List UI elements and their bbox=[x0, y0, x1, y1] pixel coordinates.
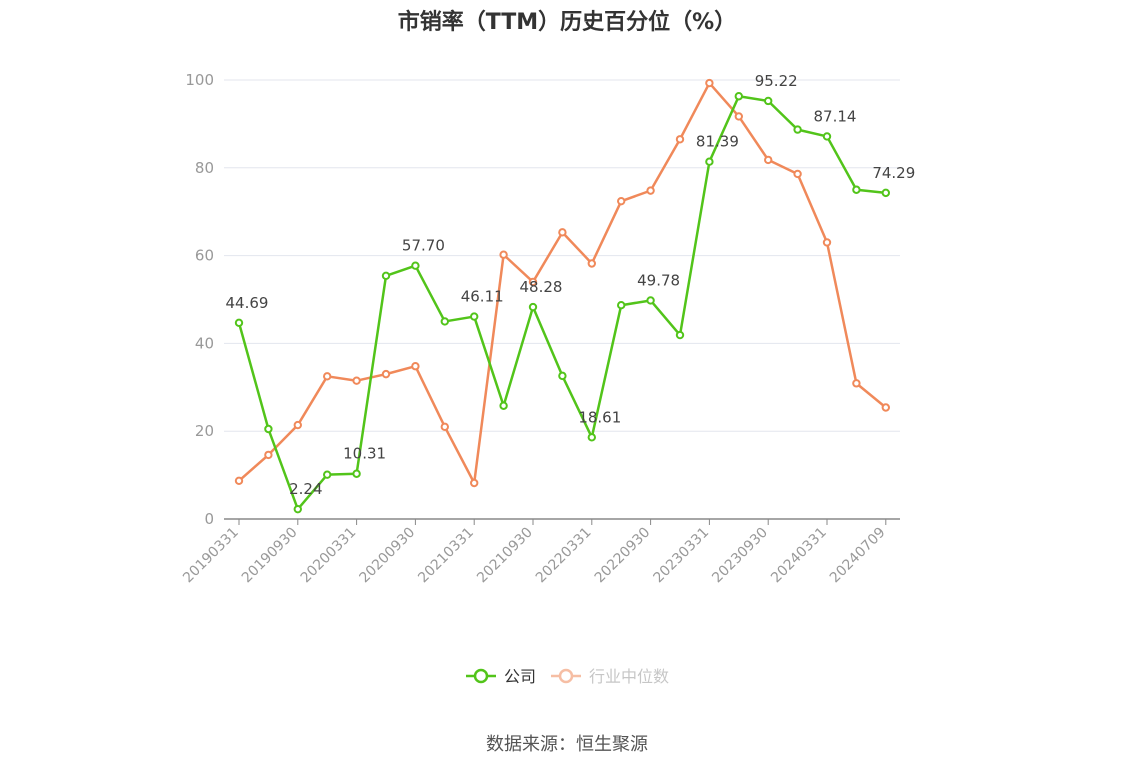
industry-median-point bbox=[499, 250, 508, 259]
company-point bbox=[646, 296, 655, 305]
industry-median-point bbox=[881, 403, 890, 412]
data-label: 18.61 bbox=[578, 408, 621, 426]
industry-median-point bbox=[822, 238, 832, 247]
label-layer: 44.69 2.24 10.31 57.70 46.11 48.28 18.61 49.78 8… bbox=[226, 72, 916, 498]
data-label: 46.11 bbox=[461, 288, 504, 306]
data-label: 74.29 bbox=[872, 164, 915, 182]
company-point bbox=[440, 317, 449, 326]
company-point bbox=[587, 433, 596, 442]
company-point bbox=[617, 301, 626, 310]
x-tick-label: 20220331 bbox=[533, 525, 595, 587]
x-tick-label: 20240331 bbox=[768, 525, 830, 587]
industry-median-point bbox=[734, 112, 743, 121]
industry-median-point bbox=[440, 422, 449, 432]
industry-median-point bbox=[587, 259, 596, 268]
company-point bbox=[528, 302, 538, 312]
legend-marker bbox=[473, 668, 489, 684]
y-tick-label: 80 bbox=[195, 159, 214, 177]
legend-item-company[interactable]: 公司 bbox=[466, 667, 536, 686]
x-tick-label: 20210930 bbox=[474, 525, 536, 587]
data-label: 48.28 bbox=[520, 278, 563, 296]
x-tick-label: 20220930 bbox=[592, 525, 654, 587]
industry-median-point bbox=[528, 277, 538, 287]
company-point bbox=[822, 132, 832, 141]
x-tick-label: 20210331 bbox=[415, 525, 477, 587]
company-line bbox=[237, 94, 886, 511]
grid-layer bbox=[224, 79, 900, 432]
company-point bbox=[352, 469, 361, 478]
x-tick-label: 20230331 bbox=[651, 525, 713, 587]
company-point bbox=[470, 312, 479, 321]
company-point bbox=[793, 125, 802, 134]
y-tick-label: 20 bbox=[195, 422, 214, 440]
industry-median-point bbox=[646, 186, 655, 195]
axis-layer: 0 20 40 60 80 100 2019033120190930202003312020… bbox=[180, 71, 900, 586]
x-tick-label: 20240709 bbox=[827, 525, 889, 587]
x-tick-label: 20200331 bbox=[298, 525, 360, 587]
legend-item-industry-median[interactable]: 行业中位数 bbox=[551, 667, 669, 686]
industry-median-point bbox=[852, 379, 861, 388]
industry-median-point bbox=[381, 369, 391, 379]
source-note: 数据来源：恒生聚源 bbox=[486, 734, 648, 755]
company-point bbox=[558, 371, 567, 381]
company-point bbox=[499, 401, 508, 410]
data-label: 10.31 bbox=[343, 445, 386, 463]
legend[interactable]: 公司 行业中位数 bbox=[466, 667, 669, 686]
data-label: 95.22 bbox=[755, 72, 798, 90]
industry-median-point bbox=[293, 420, 302, 430]
data-label: 57.70 bbox=[402, 237, 445, 255]
legend-marker bbox=[558, 668, 574, 684]
industry-median-point bbox=[411, 362, 420, 371]
legend-label: 公司 bbox=[504, 667, 536, 686]
company-point bbox=[234, 318, 244, 328]
chart-title: 市销率（TTM）历史百分位（%） bbox=[397, 10, 737, 35]
company-point bbox=[323, 470, 332, 479]
industry-median-point bbox=[675, 135, 685, 144]
industry-median-point bbox=[705, 78, 714, 88]
industry-median-point bbox=[793, 169, 802, 179]
company-point bbox=[705, 157, 714, 166]
company-point bbox=[764, 96, 773, 106]
y-tick-label: 60 bbox=[195, 247, 214, 265]
data-label: 2.24 bbox=[289, 480, 322, 498]
data-label: 87.14 bbox=[814, 107, 857, 125]
y-tick-label: 40 bbox=[195, 334, 214, 352]
x-tick-label: 20190930 bbox=[239, 525, 301, 587]
data-label: 81.39 bbox=[696, 133, 739, 151]
company-point bbox=[852, 185, 861, 194]
industry-median-point bbox=[764, 155, 773, 165]
company-point bbox=[264, 424, 273, 434]
industry-median-point bbox=[617, 196, 626, 206]
y-tick-label: 0 bbox=[204, 510, 214, 528]
x-tick-label: 20200930 bbox=[357, 525, 419, 587]
x-tick-label: 20190331 bbox=[180, 525, 242, 587]
company-point bbox=[411, 261, 420, 270]
company-point bbox=[734, 92, 743, 101]
series-layer bbox=[234, 78, 890, 514]
company-point bbox=[293, 504, 302, 514]
company-point bbox=[881, 188, 890, 198]
company-point bbox=[381, 271, 391, 280]
company-point bbox=[675, 330, 685, 340]
y-tick-label: 100 bbox=[185, 71, 214, 89]
legend-label: 行业中位数 bbox=[589, 667, 669, 686]
data-label: 49.78 bbox=[637, 271, 680, 289]
industry-median-point bbox=[558, 228, 567, 237]
industry-median-point bbox=[264, 450, 273, 460]
x-tick-label: 20230930 bbox=[709, 525, 771, 587]
industry-median-point bbox=[352, 376, 361, 385]
data-label: 44.69 bbox=[226, 294, 269, 312]
industry-median-point bbox=[234, 476, 244, 486]
industry-median-point bbox=[323, 372, 332, 381]
industry-median-point bbox=[470, 478, 479, 488]
